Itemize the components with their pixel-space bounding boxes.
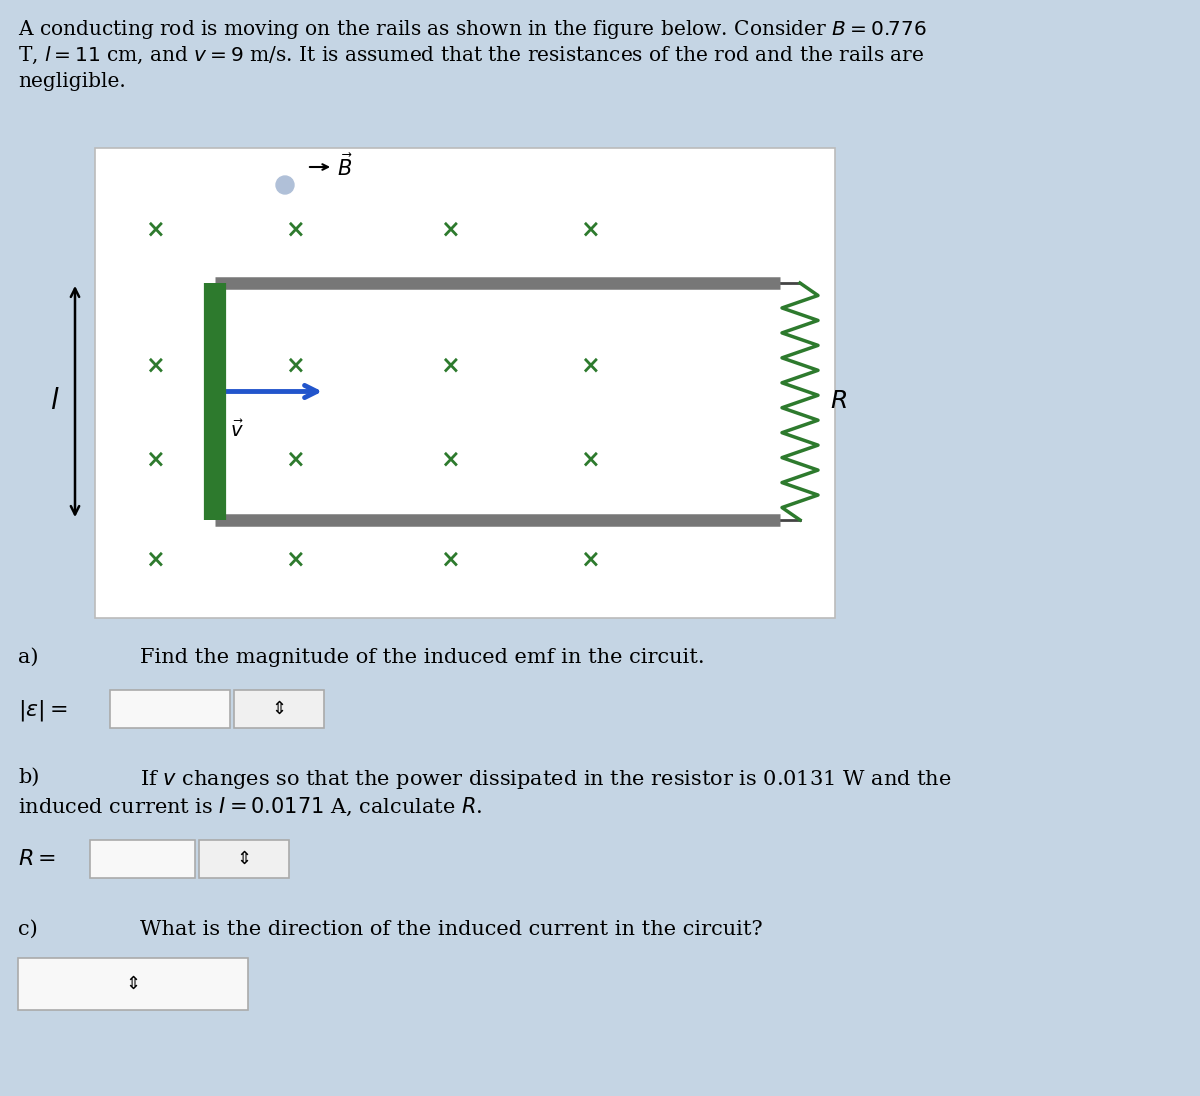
Text: ×: × <box>440 218 460 242</box>
Text: Find the magnitude of the induced emf in the circuit.: Find the magnitude of the induced emf in… <box>140 648 704 667</box>
Text: ×: × <box>286 353 305 377</box>
Text: ×: × <box>580 448 600 472</box>
Text: A conducting rod is moving on the rails as shown in the figure below. Consider $: A conducting rod is moving on the rails … <box>18 18 926 41</box>
Text: ×: × <box>286 218 305 242</box>
Bar <box>234 690 324 728</box>
Bar <box>18 958 248 1011</box>
Bar <box>199 840 289 878</box>
Text: ×: × <box>440 548 460 572</box>
Text: $|\varepsilon| =$: $|\varepsilon| =$ <box>18 698 67 723</box>
Text: ⇕: ⇕ <box>271 700 287 718</box>
Text: $\vec{v}$: $\vec{v}$ <box>230 420 244 441</box>
Text: ×: × <box>286 448 305 472</box>
Text: $l$: $l$ <box>50 388 60 415</box>
Text: ×: × <box>286 548 305 572</box>
Text: induced current is $I = 0.0171$ A, calculate $R$.: induced current is $I = 0.0171$ A, calcu… <box>18 796 482 819</box>
Bar <box>110 690 230 728</box>
Text: ×: × <box>145 353 164 377</box>
Text: ×: × <box>580 218 600 242</box>
Text: ×: × <box>145 548 164 572</box>
Circle shape <box>276 176 294 194</box>
Text: ×: × <box>145 218 164 242</box>
Text: ×: × <box>580 548 600 572</box>
Text: negligible.: negligible. <box>18 72 126 91</box>
Text: ×: × <box>440 353 460 377</box>
Text: T, $l = 11$ cm, and $v = 9$ m/s. It is assumed that the resistances of the rod a: T, $l = 11$ cm, and $v = 9$ m/s. It is a… <box>18 45 924 66</box>
Text: ⇕: ⇕ <box>236 850 252 868</box>
Text: $\vec{B}$: $\vec{B}$ <box>337 153 353 181</box>
Bar <box>90 840 194 878</box>
Text: a): a) <box>18 648 38 667</box>
Text: ×: × <box>440 448 460 472</box>
Text: c): c) <box>18 920 37 939</box>
Text: What is the direction of the induced current in the circuit?: What is the direction of the induced cur… <box>140 920 763 939</box>
Text: $R =$: $R =$ <box>18 848 56 870</box>
Text: ×: × <box>580 353 600 377</box>
Text: ×: × <box>145 448 164 472</box>
Text: b): b) <box>18 768 40 787</box>
Bar <box>95 148 835 618</box>
Text: If $v$ changes so that the power dissipated in the resistor is 0.0131 W and the: If $v$ changes so that the power dissipa… <box>140 768 952 791</box>
Text: ⇕: ⇕ <box>126 975 140 993</box>
Text: $R$: $R$ <box>830 390 847 413</box>
